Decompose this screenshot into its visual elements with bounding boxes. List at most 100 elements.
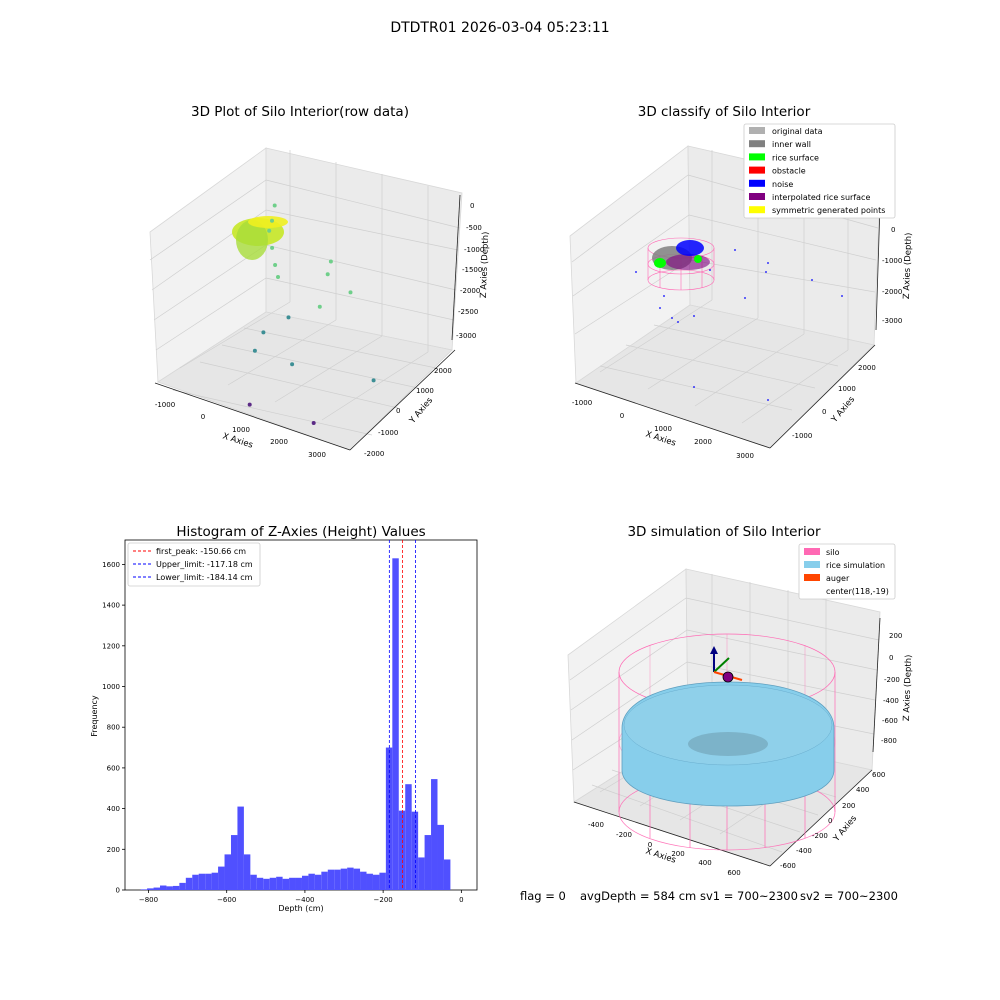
raw-y-tick: 0 (396, 407, 400, 415)
raw-data-point (371, 378, 376, 383)
simulation-x-axis-line (573, 801, 771, 867)
simulation-y-tick: 200 (842, 802, 855, 810)
raw-y-tick: 1000 (416, 387, 434, 395)
histogram-bar (224, 854, 231, 890)
histogram-legend-label: first_peak: -150.66 cm (156, 547, 246, 556)
raw-x-ticks: -1000 0 1000 2000 3000 (155, 401, 326, 459)
classify-legend-box (743, 123, 896, 219)
panel-simulation-3d: 3D simulation of Silo Interior (567, 524, 914, 877)
simulation-z-tick: -800 (881, 737, 897, 745)
raw-y-tick: -2000 (364, 450, 384, 458)
classify-z-tick: -1000 (882, 257, 902, 265)
classify-noise-point (709, 269, 711, 271)
raw-z-ticks: 0 -500 -1000 -1500 -2000 -2500 -3000 (456, 202, 484, 340)
histogram-bars (140, 558, 451, 890)
histogram-bar (431, 779, 438, 890)
simulation-legend-label: rice simulation (826, 561, 885, 570)
histogram-bar (263, 878, 270, 890)
histogram-legend-label: Lower_limit: -184.14 cm (156, 573, 253, 582)
auger-z-arrow-head (710, 646, 718, 654)
raw-y-tick: -1000 (378, 429, 398, 437)
raw-y-ticks: -2000 -1000 0 1000 2000 (364, 367, 452, 458)
figure-title: DTDTR01 2026-03-04 05:23:11 (390, 20, 609, 36)
raw-data-point (348, 290, 353, 295)
classify-x-ticks: -1000 0 1000 2000 3000 (572, 399, 754, 460)
simulation-y-tick: 400 (856, 786, 869, 794)
simulation-legend: silo rice simulation auger center(118,-19) (798, 543, 896, 600)
histogram-bar (256, 877, 264, 890)
simulation-z-label: Z Axies (Depth) (902, 654, 914, 721)
classify-y-tick: 2000 (858, 364, 876, 372)
footer-avg-depth: avgDepth = 584 cm (580, 889, 696, 903)
panel-classify-title: 3D classify of Silo Interior (638, 104, 811, 120)
simulation-x-tick: 400 (698, 859, 711, 867)
raw-z-label: Z Axies (Depth) (479, 231, 491, 298)
raw-x-tick: 3000 (308, 451, 326, 459)
raw-z-tick: -3000 (456, 332, 476, 340)
histogram-legend-items: first_peak: -150.66 cm Upper_limit: -117.… (133, 547, 253, 582)
raw-data-point (270, 245, 275, 250)
simulation-y-tick: 600 (872, 771, 885, 779)
raw-data-point (286, 315, 291, 320)
raw-dense-cloud-top (248, 216, 288, 228)
classify-legend-label: obstacle (772, 167, 806, 176)
raw-data-point (325, 272, 330, 277)
histogram-bar (282, 878, 290, 890)
raw-data-point (276, 275, 280, 279)
histogram-bar (418, 857, 425, 890)
histogram-bar (392, 558, 399, 890)
classify-legend-label: inner wall (772, 140, 811, 149)
histogram-y-tick-label: 1200 (102, 642, 120, 650)
rice-simulation-dip (688, 732, 768, 756)
raw-data-point (261, 330, 266, 335)
simulation-x-tick: 0 (648, 841, 652, 849)
histogram-bar (379, 872, 386, 890)
histogram-bar (372, 874, 380, 890)
raw-x-tick: 0 (201, 413, 205, 421)
histogram-y-tick-label: 600 (107, 764, 120, 772)
classify-legend-swatch (749, 153, 765, 161)
histogram-bar (243, 854, 251, 890)
raw-x-label: X Axies (221, 431, 254, 450)
raw-z-tick: -2000 (460, 287, 480, 295)
raw-3d-axes-box (149, 147, 463, 451)
footer-sv1: sv1 = 700~2300 (700, 889, 798, 903)
histogram-bar (160, 885, 167, 890)
classify-noise-point (677, 321, 679, 323)
raw-data-point (247, 402, 252, 407)
raw-x-tick: -1000 (155, 401, 175, 409)
simulation-z-tick: -200 (884, 676, 900, 684)
histogram-bar (185, 877, 193, 890)
histogram-y-tick-label: 400 (107, 805, 120, 813)
classify-legend: original data inner wall rice surface obsta… (743, 123, 896, 219)
raw-z-tick: 0 (470, 202, 474, 210)
classify-rice-surface-cluster (654, 258, 666, 268)
classify-noise-point (635, 271, 637, 273)
simulation-y-ticks: -600 -400 -200 0 200 400 600 (780, 771, 885, 870)
histogram-bar (405, 784, 412, 890)
panel-raw-3d: 3D Plot of Silo Interior(row data) (149, 104, 491, 459)
classify-interpolated-cluster (666, 254, 710, 270)
histogram-y-tick-label: 200 (107, 846, 120, 854)
histogram-y-label: Frequency (90, 695, 99, 737)
classify-y-label: Y Axies (829, 394, 857, 425)
classify-noise-point (765, 271, 767, 273)
histogram-y-tick-label: 1600 (102, 561, 120, 569)
raw-data-point (270, 218, 274, 223)
classify-legend-label: interpolated rice surface (772, 193, 870, 202)
simulation-y-label: Y Axies (831, 813, 859, 844)
simulation-x-tick: 200 (671, 850, 684, 858)
histogram-bar (443, 859, 451, 890)
panel-simulation-title: 3D simulation of Silo Interior (627, 524, 821, 540)
histogram-legend-label: Upper_limit: -117.18 cm (156, 560, 253, 569)
raw-y-label: Y Axies (407, 395, 435, 426)
histogram-reference-lines (388, 540, 416, 890)
raw-x-axis-line (154, 382, 351, 451)
histogram-bar (166, 886, 173, 890)
classify-legend-swatch (749, 179, 765, 187)
simulation-z-ticks: 200 0 -200 -400 -600 -800 (881, 632, 902, 745)
classify-z-label: Z Axies (Depth) (902, 232, 914, 299)
classify-noise-point (693, 386, 695, 388)
raw-x-tick: 1000 (232, 426, 250, 434)
raw-data-point (328, 259, 333, 264)
